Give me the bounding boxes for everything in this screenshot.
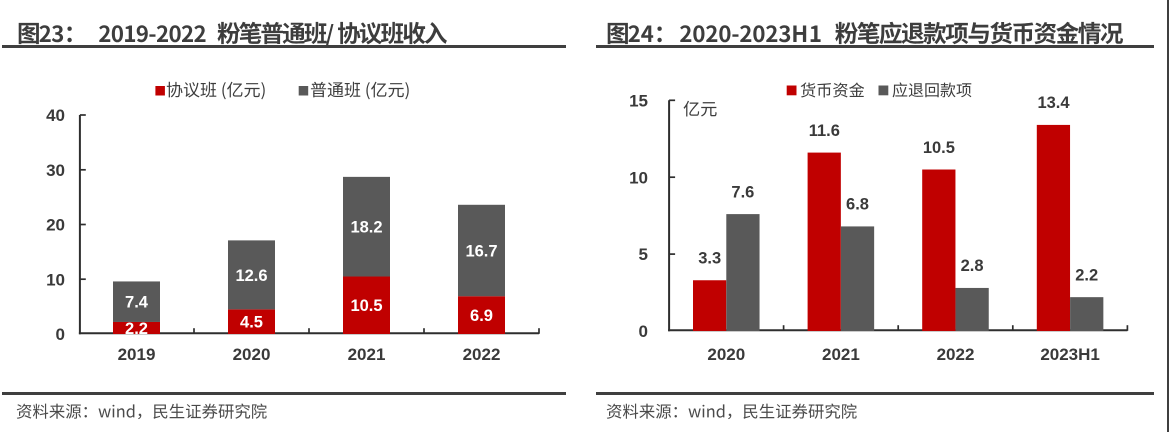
svg-text:30: 30 (46, 161, 65, 180)
svg-text:2020: 2020 (233, 345, 271, 364)
svg-text:6.8: 6.8 (846, 196, 869, 214)
svg-text:6.9: 6.9 (470, 307, 493, 325)
svg-text:2023H1: 2023H1 (1040, 345, 1100, 364)
svg-text:11.6: 11.6 (809, 122, 840, 140)
svg-text:2.8: 2.8 (961, 257, 984, 275)
svg-text:18.2: 18.2 (350, 219, 382, 237)
svg-text:2021: 2021 (822, 345, 860, 364)
svg-text:2022: 2022 (463, 345, 501, 364)
svg-text:10.5: 10.5 (350, 297, 382, 315)
svg-text:12.6: 12.6 (235, 267, 267, 285)
svg-text:2022: 2022 (937, 345, 975, 364)
svg-text:10.5: 10.5 (923, 139, 955, 157)
svg-text:2.2: 2.2 (125, 320, 148, 338)
svg-text:0: 0 (639, 322, 648, 341)
svg-text:3.3: 3.3 (698, 250, 721, 268)
svg-text:7.6: 7.6 (731, 183, 754, 201)
svg-text:2.2: 2.2 (1075, 267, 1098, 285)
svg-text:15: 15 (629, 91, 648, 110)
svg-text:2019: 2019 (118, 345, 156, 364)
svg-text:5: 5 (639, 245, 648, 264)
svg-text:20: 20 (46, 216, 65, 235)
svg-text:13.4: 13.4 (1037, 94, 1070, 112)
svg-text:2021: 2021 (348, 345, 386, 364)
svg-text:10: 10 (629, 168, 648, 187)
svg-text:7.4: 7.4 (125, 294, 149, 312)
svg-text:16.7: 16.7 (465, 242, 497, 260)
svg-text:4.5: 4.5 (240, 314, 263, 332)
svg-text:0: 0 (56, 325, 65, 344)
svg-text:40: 40 (46, 106, 65, 125)
svg-text:10: 10 (46, 270, 65, 289)
svg-text:2020: 2020 (707, 345, 745, 364)
